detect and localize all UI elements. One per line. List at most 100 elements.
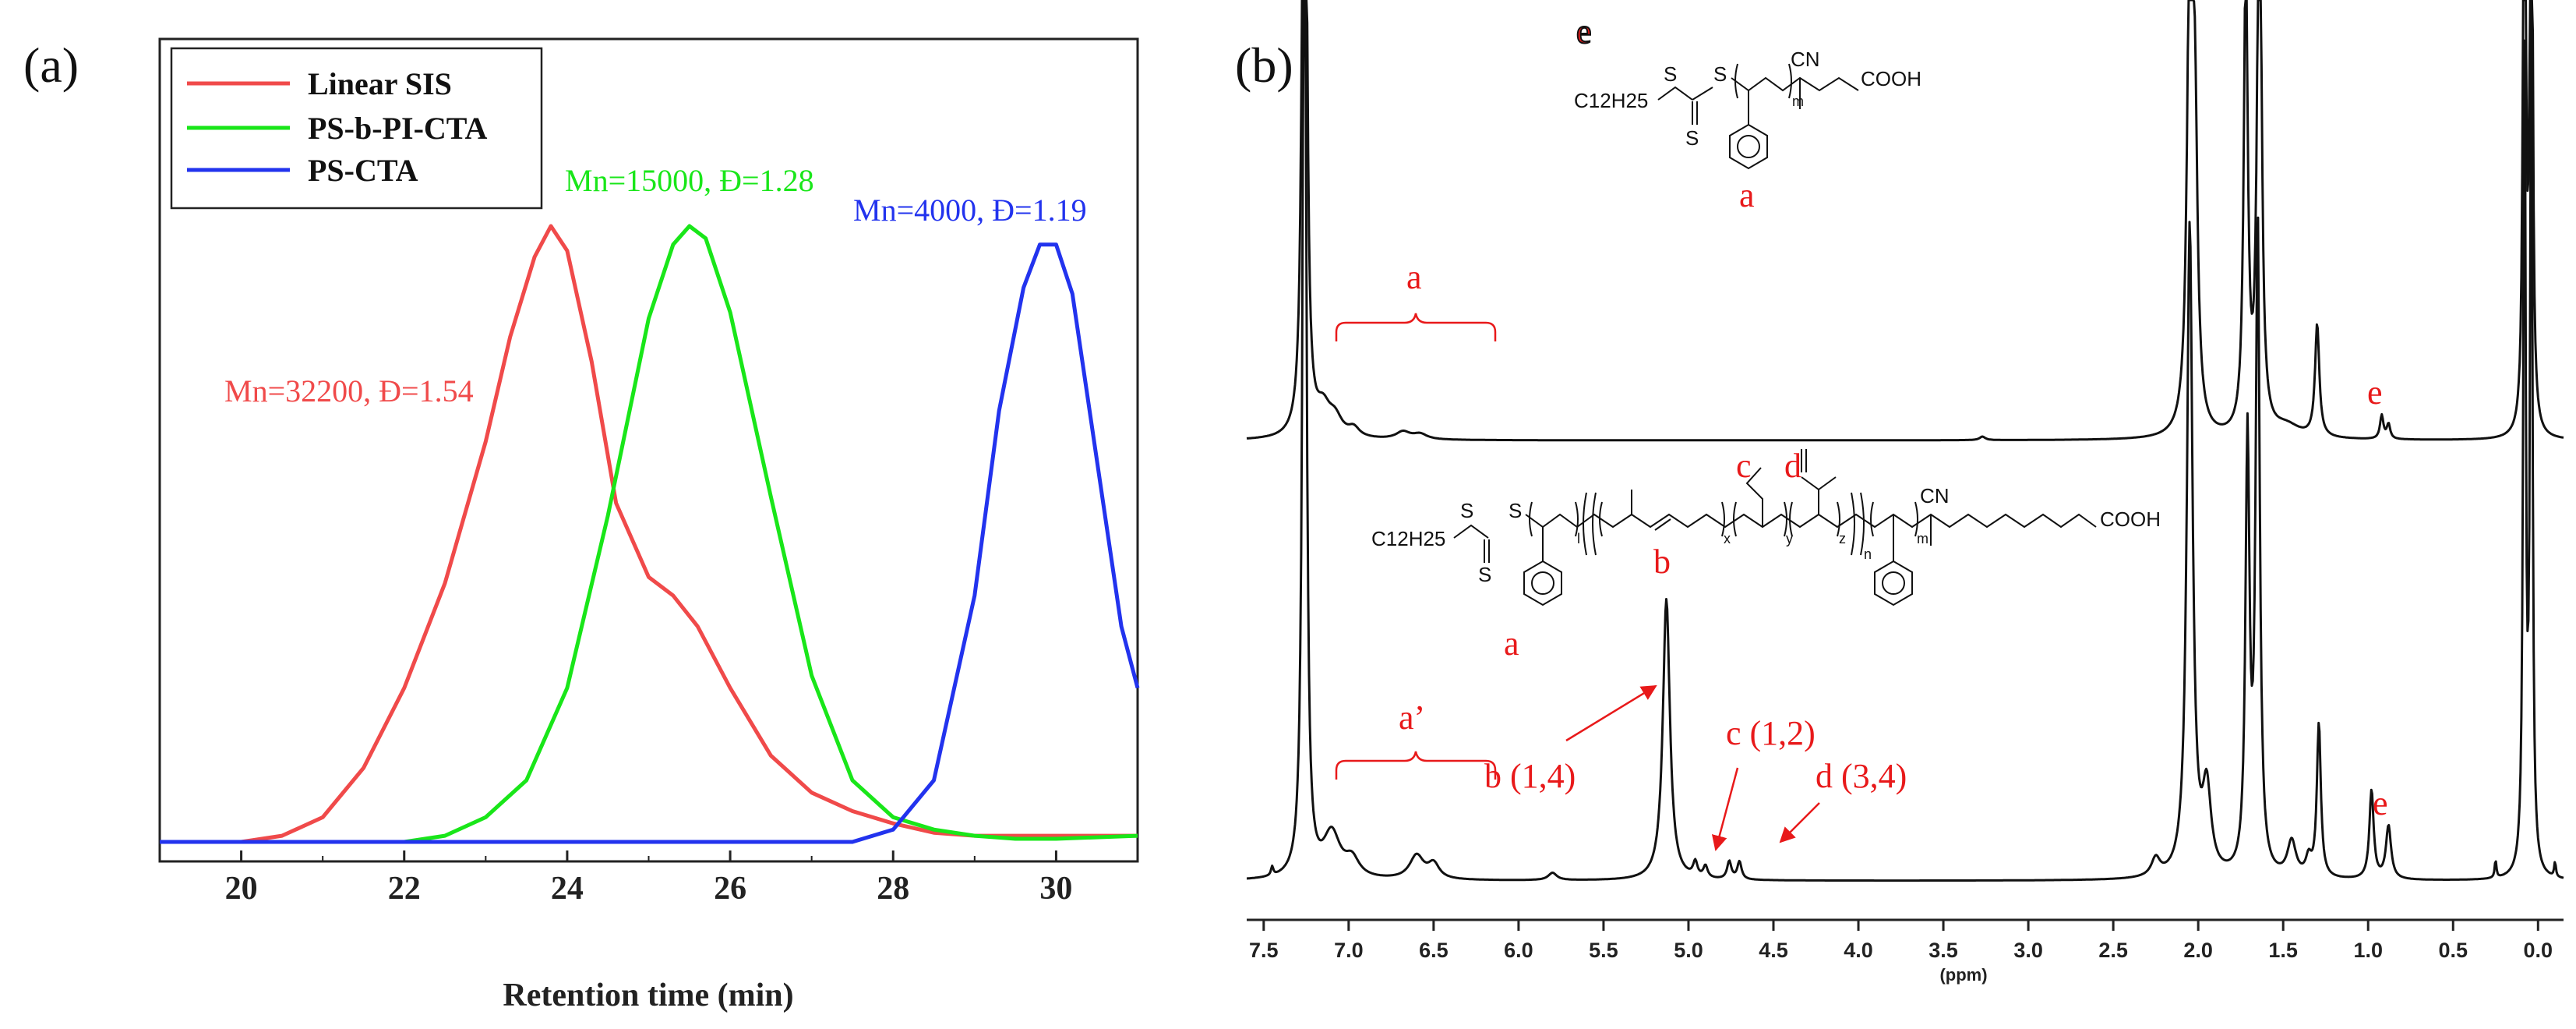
nmr-x-tick-label: 7.5 — [1249, 939, 1279, 962]
gpc-legend: Linear SIS PS-b-PI-CTA PS-CTA — [170, 47, 543, 210]
phenyl-ring-bottom-1 — [1523, 560, 1562, 606]
structure-top: e C12H25 S S S m CN COOH a — [1574, 12, 1921, 214]
repeat-x: x — [1724, 531, 1731, 546]
bond-top-2 — [1692, 87, 1713, 101]
repeat-bracket-l — [1529, 501, 1579, 537]
nmr-x-tick-label: 5.0 — [1674, 939, 1703, 962]
gpc-series-1 — [160, 224, 1138, 844]
repeat-bracket-y — [1733, 501, 1787, 537]
nmr-x-axis-title: (ppm) — [1939, 965, 1987, 985]
phenyl-ring-bottom-2 — [1874, 560, 1913, 606]
nmr-x-tick-label: 6.5 — [1419, 939, 1449, 962]
nmr-label-e-upper: e — [2367, 373, 2383, 412]
legend-label-linear-sis: Linear SIS — [308, 66, 452, 101]
nmr-x-tick-label: 7.0 — [1334, 939, 1364, 962]
nmr-x-tick-label: 1.5 — [2268, 939, 2298, 962]
nmr-spectrum-1 — [1246, 0, 2564, 882]
gpc-x-tick-label: 26 — [714, 871, 746, 907]
gpc-series-2 — [160, 242, 1140, 844]
atom-cn-bottom: CN — [1920, 484, 1950, 507]
nmr-label-a-upper: a — [1406, 258, 1422, 296]
gpc-x-tick-label: 28 — [877, 871, 909, 907]
nmr-label-c-12: c (1,2) — [1726, 714, 1816, 752]
nmr-x-tick-label: 6.0 — [1504, 939, 1533, 962]
panel-b-label: (b) — [1235, 37, 1293, 93]
repeat-bracket-z — [1789, 501, 1840, 537]
structure-label-e-top: e — [1576, 12, 1592, 51]
bond-top-backbone — [1731, 76, 1859, 92]
atom-s2-bottom: S — [1478, 563, 1491, 586]
nmr-chart: 7.5 7.0 6.5 6.0 5.5 5.0 4.5 4.0 3.5 3.0 2.5 2.0 1.5 1… — [1246, 0, 2564, 985]
atom-s3-top: S — [1713, 62, 1727, 86]
gpc-x-tick-label: 20 — [225, 871, 258, 907]
nmr-label-a-prime: a’ — [1399, 698, 1425, 737]
gpc-x-tick-label: 30 — [1039, 871, 1072, 907]
panel-a-label: (a) — [23, 37, 79, 93]
arrow-b-14 — [1565, 684, 1657, 742]
nmr-x-tick-label: 0.0 — [2524, 939, 2553, 962]
nmr-label-b-14: b (1,4) — [1484, 757, 1576, 795]
structure-label-b: b — [1653, 543, 1671, 581]
repeat-bracket-top — [1734, 63, 1792, 99]
arrow-c-12 — [1711, 767, 1739, 851]
atom-cooh-top: COOH — [1861, 67, 1921, 90]
nmr-x-tick-label: 3.0 — [2013, 939, 2043, 962]
chain-c12h25-top: C12H25 — [1574, 89, 1648, 112]
nmr-x-tick-label: 3.5 — [1928, 939, 1958, 962]
gpc-x-axis-title: Retention time (min) — [503, 978, 793, 1013]
nmr-label-e-lower: e — [2373, 784, 2388, 822]
repeat-n: n — [1864, 546, 1872, 562]
phenyl-ring-top — [1729, 123, 1768, 170]
repeat-bracket-n-open — [1583, 492, 1597, 556]
phenyl-aromatic-circle-bottom-2 — [1882, 571, 1905, 595]
structure-label-a-top: a — [1739, 176, 1755, 214]
nmr-x-tick-label: 4.5 — [1759, 939, 1788, 962]
bond-bottom-backbone — [1525, 513, 2097, 529]
structure-label-a-bottom: a — [1504, 624, 1519, 663]
nmr-x-tick-label: 0.5 — [2438, 939, 2468, 962]
legend-label-ps-b-pi-cta: PS-b-PI-CTA — [308, 111, 487, 146]
repeat-l: l — [1577, 531, 1580, 546]
gpc-x-tick-label: 24 — [551, 871, 584, 907]
legend-label-ps-cta: PS-CTA — [308, 153, 418, 188]
bracket-lower-aromatic — [1335, 751, 1497, 780]
repeat-y: y — [1786, 531, 1793, 546]
atom-s2-top: S — [1685, 126, 1699, 150]
nmr-x-tick-label: 2.0 — [2183, 939, 2213, 962]
bond-top-1 — [1657, 86, 1693, 101]
nmr-x-tick-label: 5.5 — [1589, 939, 1618, 962]
repeat-m-top: m — [1792, 94, 1804, 109]
bracket-upper-aromatic — [1335, 313, 1497, 341]
bond-bottom-1 — [1453, 524, 1489, 539]
arrow-d-34 — [1779, 802, 1820, 843]
repeat-m-bottom: m — [1917, 531, 1928, 546]
atom-s3-bottom: S — [1509, 499, 1522, 522]
annotation-linear-sis: Mn=32200, Đ=1.54 — [224, 373, 474, 408]
phenyl-aromatic-circle-bottom-1 — [1531, 571, 1554, 595]
structure-label-d: d — [1784, 447, 1801, 485]
atom-cn-top: CN — [1791, 48, 1820, 71]
chain-c12h25-bottom: C12H25 — [1371, 527, 1445, 550]
repeat-bracket-n-close — [1851, 492, 1865, 556]
nmr-x-tick-label: 1.0 — [2353, 939, 2383, 962]
nmr-x-tick-label: 4.0 — [1844, 939, 1873, 962]
repeat-bracket-m-bottom — [1870, 501, 1918, 537]
gpc-series-0 — [160, 224, 1138, 844]
repeat-z: z — [1839, 531, 1846, 546]
atom-cooh-bottom: COOH — [2100, 507, 2161, 531]
annotation-ps-b-pi-cta: Mn=15000, Đ=1.28 — [565, 163, 814, 198]
gpc-x-tick-label: 22 — [388, 871, 421, 907]
repeat-bracket-x — [1599, 501, 1725, 537]
phenyl-aromatic-circle-top — [1737, 135, 1760, 158]
bond-bottom-double-14 — [1654, 518, 1671, 531]
structure-bottom: C12H25 S S S l x y z n m CN COOH c d — [1371, 447, 2161, 663]
atom-s1-bottom: S — [1460, 499, 1473, 522]
annotation-ps-cta: Mn=4000, Đ=1.19 — [853, 193, 1087, 228]
bond-bottom-isopropenyl-34 — [1801, 449, 1837, 514]
bond-bottom-vinyl-12 — [1745, 467, 1763, 527]
gpc-chart: 20 22 24 26 28 30 Retention time (min) Linear… — [158, 37, 1140, 1013]
nmr-spectrum-0 — [1246, 0, 2564, 442]
structure-label-c: c — [1736, 447, 1752, 485]
nmr-x-tick-label: 2.5 — [2098, 939, 2128, 962]
